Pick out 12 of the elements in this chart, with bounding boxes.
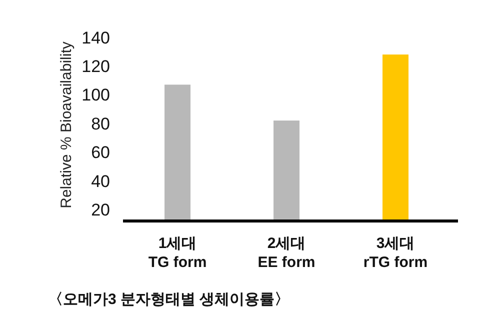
y-tick-label: 140 xyxy=(82,28,110,48)
y-tick-label: 20 xyxy=(91,200,110,220)
y-tick-label: 120 xyxy=(82,57,110,76)
x-tick-label: 1세대 TG form xyxy=(148,235,207,271)
x-tick-label: 3세대 rTG form xyxy=(363,235,428,271)
y-axis-title: Relative % Bioavailability xyxy=(58,41,75,208)
y-tick-label: 80 xyxy=(91,114,110,134)
y-tick-label: 100 xyxy=(82,86,110,105)
y-tick-label: 60 xyxy=(91,143,110,162)
y-tick-label: 40 xyxy=(91,172,110,191)
x-tick-label: 2세대 EE form xyxy=(258,235,316,271)
text: 〈오메가3 분자형태별 생체이용률〉 xyxy=(48,291,290,308)
